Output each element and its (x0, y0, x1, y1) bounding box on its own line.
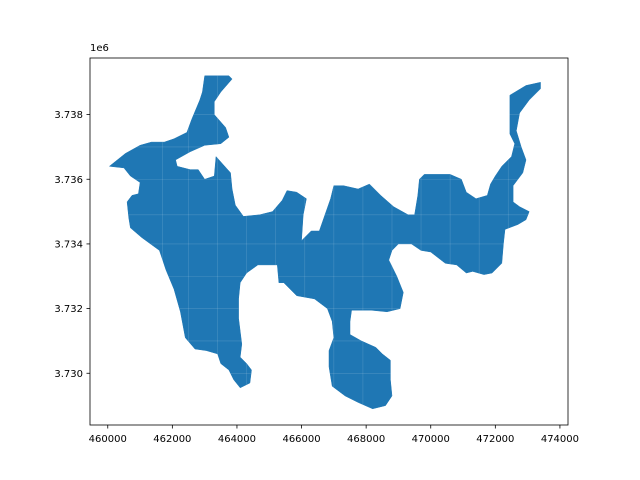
x-tick-label: 462000 (153, 434, 191, 445)
x-tick-label: 470000 (412, 434, 450, 445)
y-tick-label: 3.734 (54, 239, 83, 250)
x-tick-label: 464000 (218, 434, 256, 445)
map-region (108, 75, 541, 410)
x-tick-label: 474000 (541, 434, 579, 445)
y-tick-label: 3.730 (54, 369, 83, 380)
y-tick-label: 3.738 (54, 110, 83, 121)
x-tick-label: 472000 (476, 434, 514, 445)
axes-frame (89, 57, 569, 426)
region-layer (108, 75, 541, 410)
y-axis: 3.730 3.732 3.734 3.736 3.738 (54, 110, 90, 380)
x-tick-label: 468000 (347, 434, 385, 445)
x-tick-label: 460000 (89, 434, 127, 445)
x-axis: 460000 462000 464000 466000 468000 470000 4720… (89, 425, 579, 445)
x-tick-label: 466000 (282, 434, 320, 445)
y-tick-label: 3.732 (54, 304, 83, 315)
y-tick-label: 3.736 (54, 175, 83, 186)
y-axis-offset-label: 1e6 (90, 43, 109, 54)
